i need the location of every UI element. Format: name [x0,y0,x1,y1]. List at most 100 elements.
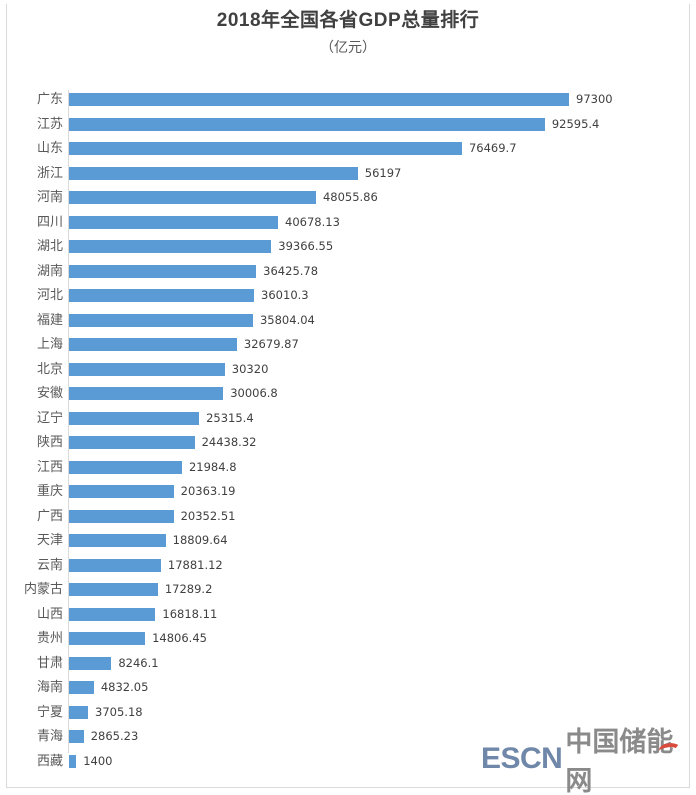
bar[interactable] [69,681,94,694]
bar[interactable] [69,436,195,449]
category-label: 四川 [36,214,63,230]
bar-value-label: 8246.1 [118,655,159,670]
bar-row: 陕西 24438.32 [0,431,696,456]
bar-wrapper: 3705.18 [69,704,143,719]
category-label: 西藏 [36,753,63,769]
plot-area: 广东 97300 江苏 92595.4 山东 76469.7 浙江 56197 河南 48055.… [0,88,696,769]
category-label: 上海 [36,337,63,352]
bar-wrapper: 17289.2 [69,583,212,596]
bar-value-label: 4832.05 [100,680,149,694]
bar-wrapper: 18809.64 [69,534,228,547]
bar[interactable] [69,117,545,131]
category-label: 河南 [36,190,63,205]
bar-value-label: 32679.87 [243,337,299,351]
bar[interactable] [69,509,174,523]
bar-wrapper: 48055.86 [69,191,378,204]
bar-value-label: 16818.11 [162,606,218,621]
bar-wrapper: 40678.13 [69,214,340,229]
bar[interactable] [69,730,84,743]
bar[interactable] [69,215,279,229]
bar-row: 河南 48055.86 [0,186,696,211]
chart-title: 2018年全国各省GDP总量排行 [216,10,480,31]
bar-value-label: 36425.78 [263,263,319,278]
category-label: 福建 [36,312,63,328]
bar[interactable] [69,583,158,596]
bar-row: 贵州 14806.45 [0,627,696,652]
bar[interactable] [69,534,166,547]
category-label: 江西 [36,459,63,475]
bar-value-label: 40678.13 [285,214,340,229]
bar-value-label: 2865.23 [90,729,139,743]
bar[interactable] [69,607,156,621]
category-label: 陕西 [36,435,63,450]
bar[interactable] [69,264,257,278]
bar[interactable] [69,485,174,498]
bar[interactable] [69,240,272,253]
category-label: 山西 [36,606,63,622]
bar-row: 安徽 30006.8 [0,382,696,407]
bar-row: 广东 97300 [0,88,696,113]
bar-value-label: 18809.64 [172,533,228,547]
bar-value-label: 20352.51 [180,508,236,523]
bar[interactable] [69,362,225,376]
bar-row: 天津 18809.64 [0,529,696,554]
bar[interactable] [69,411,200,425]
bar-row: 宁夏 3705.18 [0,701,696,726]
bar-wrapper: 25315.4 [69,410,254,425]
bar[interactable] [69,558,161,572]
bar[interactable] [69,632,146,645]
category-label: 北京 [36,361,63,377]
bar-row: 江苏 92595.4 [0,113,696,138]
category-label: 山东 [36,141,63,156]
bar-wrapper: 14806.45 [69,632,207,645]
bar-value-label: 20363.19 [180,484,236,498]
bar-value-label: 35804.04 [259,312,315,327]
bar-wrapper: 1400 [69,754,112,768]
bar-wrapper: 4832.05 [69,681,148,694]
bar-value-label: 25315.4 [206,410,254,425]
bar-wrapper: 20363.19 [69,485,236,498]
bar[interactable] [69,166,358,180]
category-label: 辽宁 [36,410,63,426]
bar-value-label: 3705.18 [95,704,143,719]
bar-row: 四川 40678.13 [0,211,696,236]
bar-row: 上海 32679.87 [0,333,696,358]
bar[interactable] [69,93,569,106]
bar-value-label: 97300 [576,92,613,106]
bar[interactable] [69,754,77,768]
bar[interactable] [69,338,237,351]
category-label: 浙江 [36,165,63,181]
bar-row: 山西 16818.11 [0,603,696,628]
bar-value-label: 21984.8 [188,459,237,474]
bar[interactable] [69,191,316,204]
bar-wrapper: 2865.23 [69,730,138,743]
bar-wrapper: 21984.8 [69,459,237,474]
bar-row: 内蒙古 17289.2 [0,578,696,603]
bar[interactable] [69,705,89,719]
category-label: 江苏 [36,116,63,132]
bar-value-label: 24438.32 [201,435,257,449]
bar-wrapper: 30006.8 [69,387,278,400]
bar-value-label: 17289.2 [164,582,213,596]
bar[interactable] [69,656,112,670]
bar-value-label: 92595.4 [551,116,600,131]
bar-row: 福建 35804.04 [0,309,696,334]
escn-chinese-name: 中国储能网 [565,727,674,795]
category-label: 湖南 [36,263,63,279]
chart-subtitle: （亿元） [320,39,376,55]
bar-value-label: 17881.12 [167,557,223,572]
category-label: 青海 [36,729,63,744]
bar[interactable] [69,460,182,474]
bar[interactable] [69,289,255,302]
category-label: 广西 [36,508,63,524]
bar-wrapper: 17881.12 [69,557,223,572]
bar[interactable] [69,387,224,400]
bar-row: 湖北 39366.55 [0,235,696,260]
bar-value-label: 48055.86 [322,190,378,204]
bar-wrapper: 76469.7 [69,142,517,155]
category-label: 湖北 [36,239,63,254]
bar[interactable] [69,313,253,327]
bar[interactable] [69,142,462,155]
category-label: 甘肃 [36,655,63,671]
bar-wrapper: 30320 [69,362,268,376]
